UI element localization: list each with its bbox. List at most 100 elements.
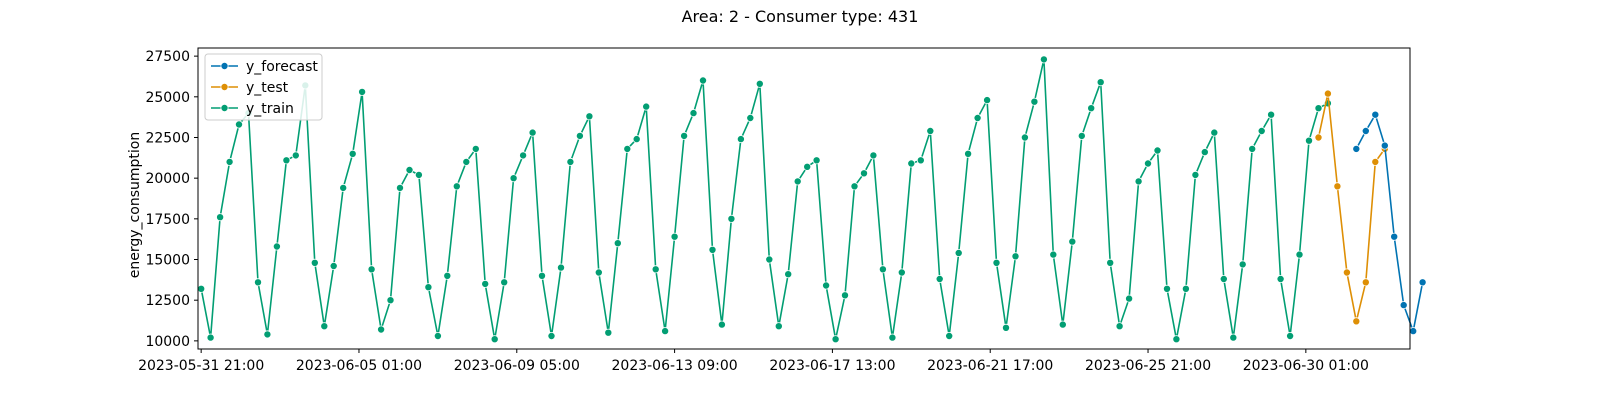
data-point-y_forecast xyxy=(1399,301,1408,310)
data-point-y_train xyxy=(878,265,887,274)
data-point-y_train xyxy=(841,291,850,300)
x-tick-label: 2023-06-09 05:00 xyxy=(454,358,580,374)
data-point-y_train xyxy=(651,265,660,274)
data-point-y_train xyxy=(746,114,755,123)
data-point-y_train xyxy=(755,79,764,88)
data-point-y_train xyxy=(689,109,698,118)
data-point-y_train xyxy=(377,325,386,334)
data-point-y_test xyxy=(1314,133,1323,142)
x-tick-label: 2023-06-05 01:00 xyxy=(296,358,422,374)
data-point-y_train xyxy=(717,320,726,329)
y-tick-label: 17500 xyxy=(145,212,190,228)
data-point-y_train xyxy=(916,156,925,165)
data-point-y_train xyxy=(1115,322,1124,331)
data-point-y_forecast xyxy=(1352,144,1361,153)
data-point-y_train xyxy=(907,159,916,168)
data-point-y_train xyxy=(803,162,812,171)
data-point-y_train xyxy=(585,112,594,121)
data-point-y_train xyxy=(992,258,1001,267)
x-tick-label: 2023-06-25 21:00 xyxy=(1085,358,1211,374)
x-tick-label: 2023-06-17 13:00 xyxy=(769,358,895,374)
data-point-y_train xyxy=(983,96,992,105)
data-point-y_train xyxy=(1229,333,1238,342)
data-point-y_forecast xyxy=(1361,127,1370,136)
y-tick-label: 20000 xyxy=(145,171,190,187)
data-point-y_train xyxy=(272,242,281,251)
data-point-y_train xyxy=(443,271,452,280)
y-axis-label: energy_consumption xyxy=(127,132,143,278)
data-point-y_train xyxy=(225,157,234,166)
data-point-y_train xyxy=(822,281,831,290)
data-point-y_train xyxy=(1181,284,1190,293)
data-point-y_train xyxy=(234,120,243,129)
data-point-y_train xyxy=(765,255,774,264)
data-point-y_train xyxy=(329,261,338,270)
data-point-y_train xyxy=(1125,294,1134,303)
legend-marker-y_test xyxy=(220,83,229,92)
series-line-y_test xyxy=(1317,93,1386,322)
data-point-y_train xyxy=(575,131,584,140)
data-point-y_train xyxy=(1238,260,1247,269)
data-point-y_train xyxy=(566,157,575,166)
data-point-y_train xyxy=(888,333,897,342)
data-point-y_train xyxy=(1286,331,1295,340)
data-point-y_train xyxy=(1314,104,1323,113)
data-point-y_test xyxy=(1333,182,1342,191)
data-point-y_forecast xyxy=(1390,232,1399,241)
legend-marker-y_train xyxy=(220,104,229,113)
data-point-y_train xyxy=(784,270,793,279)
data-point-y_train xyxy=(1096,78,1105,87)
data-point-y_train xyxy=(358,87,367,96)
data-point-y_train xyxy=(812,156,821,165)
data-point-y_train xyxy=(642,102,651,111)
data-point-y_forecast xyxy=(1380,141,1389,150)
data-point-y_train xyxy=(1267,110,1276,119)
data-point-y_train xyxy=(1144,159,1153,168)
data-point-y_train xyxy=(1295,250,1304,259)
x-tick-label: 2023-05-31 21:00 xyxy=(138,358,264,374)
data-point-y_train xyxy=(1020,133,1029,142)
data-point-y_train xyxy=(1039,55,1048,64)
data-point-y_train xyxy=(926,127,935,136)
y-tick-label: 27500 xyxy=(145,49,190,65)
data-point-y_train xyxy=(1163,284,1172,293)
data-point-y_train xyxy=(1002,323,1011,332)
data-point-y_train xyxy=(1134,177,1143,186)
data-point-y_train xyxy=(1153,146,1162,155)
data-point-y_train xyxy=(661,327,670,336)
series-line-y_forecast xyxy=(1355,112,1424,335)
legend-label-y_test: y_test xyxy=(246,80,289,96)
data-point-y_forecast xyxy=(1371,110,1380,119)
data-point-y_train xyxy=(386,296,395,305)
data-point-y_train xyxy=(1049,250,1058,259)
legend-marker-y_forecast xyxy=(220,62,229,71)
data-point-y_train xyxy=(1200,148,1209,157)
data-point-y_train xyxy=(1210,128,1219,137)
legend-label-y_train: y_train xyxy=(246,101,294,117)
data-point-y_train xyxy=(1219,274,1228,283)
y-tick-label: 25000 xyxy=(145,90,190,106)
data-point-y_train xyxy=(291,151,300,160)
data-point-y_test xyxy=(1323,89,1332,98)
data-point-y_train xyxy=(869,151,878,160)
data-point-y_train xyxy=(538,271,547,280)
data-point-y_forecast xyxy=(1409,327,1418,336)
data-point-y_train xyxy=(831,335,840,344)
data-point-y_train xyxy=(1011,252,1020,261)
data-point-y_train xyxy=(897,268,906,277)
data-point-y_train xyxy=(206,333,215,342)
data-point-y_train xyxy=(367,265,376,274)
data-point-y_train xyxy=(557,263,566,272)
y-tick-label: 15000 xyxy=(145,253,190,269)
chart-title: Area: 2 - Consumer type: 431 xyxy=(682,7,919,26)
x-tick-label: 2023-06-30 01:00 xyxy=(1243,358,1369,374)
data-point-y_train xyxy=(1276,274,1285,283)
data-point-y_train xyxy=(945,331,954,340)
data-point-y_train xyxy=(1191,170,1200,179)
data-point-y_train xyxy=(348,149,357,158)
data-point-y_train xyxy=(405,165,414,174)
data-point-y_train xyxy=(699,76,708,85)
x-tick-label: 2023-06-21 17:00 xyxy=(927,358,1053,374)
